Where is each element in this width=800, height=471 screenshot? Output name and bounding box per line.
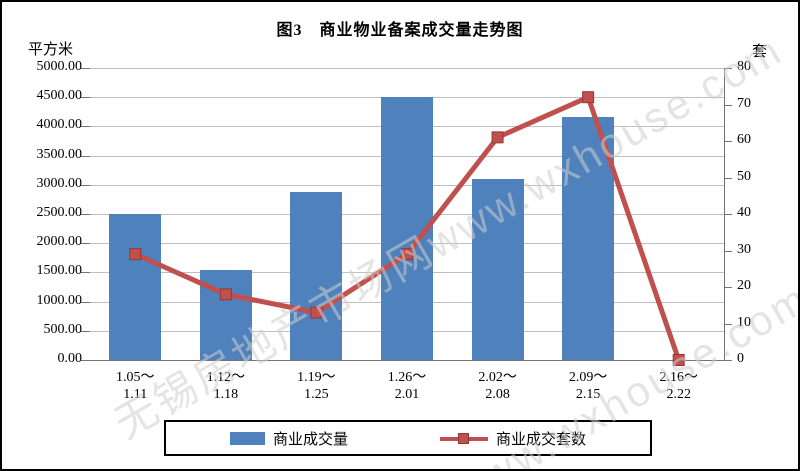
bar-column xyxy=(109,214,162,360)
left-axis-tick-label: 1500.00 xyxy=(36,263,83,279)
bar-column xyxy=(199,270,252,360)
right-axis-tick-label: 20 xyxy=(737,278,751,293)
left-axis-tick-label: 2000.00 xyxy=(36,234,83,250)
right-axis-tick xyxy=(724,360,732,361)
left-axis-tick-label: 3000.00 xyxy=(36,175,83,191)
right-axis-tick xyxy=(724,214,732,215)
right-axis-tick-label: 30 xyxy=(737,241,751,257)
left-axis-tick-label: 4500.00 xyxy=(36,88,83,104)
chart-title: 图3 商业物业备案成交量走势图 xyxy=(276,22,524,39)
x-axis-category-label: 1.26～ 2.01 xyxy=(387,370,427,402)
x-axis-line xyxy=(81,360,725,361)
left-axis-tick xyxy=(81,330,90,332)
line-marker xyxy=(491,131,504,144)
legend-item-line: 商业成交套数 xyxy=(440,428,586,449)
x-axis-category-label: 2.02～ 2.08 xyxy=(478,370,517,402)
bar-column xyxy=(381,97,433,360)
left-axis-tick xyxy=(81,97,90,99)
x-axis-category-label: 1.12～ 1.18 xyxy=(206,370,246,402)
legend-bar-swatch xyxy=(229,431,265,445)
right-axis-tick xyxy=(724,323,732,325)
legend-bar-label: 商业成交量 xyxy=(272,431,348,448)
grid-line xyxy=(90,68,724,69)
left-axis-tick xyxy=(81,243,90,245)
left-axis-tick xyxy=(81,184,90,186)
bar-column xyxy=(471,178,524,360)
left-axis-tick xyxy=(81,214,90,215)
left-axis-tick-label: 5000.00 xyxy=(36,59,83,74)
right-axis-tick xyxy=(724,141,732,142)
right-axis-tick-label: 0 xyxy=(737,351,744,366)
right-axis-tick-label: 50 xyxy=(737,168,751,184)
left-axis-tick-label: 4000.00 xyxy=(36,117,83,133)
x-axis-category-label: 2.09～ 2.15 xyxy=(568,370,608,402)
left-axis-tick-label: 500.00 xyxy=(43,321,83,337)
right-axis-tick xyxy=(724,287,732,288)
right-axis-tick xyxy=(724,104,732,106)
left-axis-tick xyxy=(81,155,90,157)
left-axis-tick xyxy=(81,301,90,303)
legend-line-marker xyxy=(458,432,469,444)
left-axis-tick-label: 1000.00 xyxy=(36,292,83,308)
left-axis-tick xyxy=(81,68,90,69)
x-axis-category-label: 1.05～ 1.11 xyxy=(116,370,155,402)
legend-line-label: 商业成交套数 xyxy=(496,431,587,448)
right-axis-tick-label: 60 xyxy=(737,132,751,147)
right-axis-tick-label: 80 xyxy=(737,59,751,74)
left-axis-tick-label: 3500.00 xyxy=(36,146,83,162)
right-axis-tick-label: 40 xyxy=(737,205,751,220)
left-axis-tick xyxy=(81,126,90,128)
x-axis-category-label: 2.16～ 2.22 xyxy=(659,370,698,402)
left-axis-tick xyxy=(81,272,90,274)
x-axis-category-label: 1.19～ 1.25 xyxy=(297,370,336,402)
bar-column xyxy=(562,117,615,360)
legend-box: 商业成交量 商业成交套数 xyxy=(164,420,652,456)
bar-column xyxy=(290,191,343,360)
right-axis-tick xyxy=(724,177,732,179)
right-axis-tick-label: 10 xyxy=(737,314,751,330)
right-axis-tick xyxy=(724,250,732,252)
right-axis-tick-label: 70 xyxy=(737,95,751,111)
left-axis-unit-label: 平方米 xyxy=(28,42,74,58)
legend-item-bar: 商业成交量 xyxy=(229,428,348,449)
left-axis-tick-label: 2500.00 xyxy=(36,205,83,220)
legend-line-swatch xyxy=(440,432,488,445)
right-axis-unit-label: 套 xyxy=(752,44,768,60)
left-axis-tick-label: 0.00 xyxy=(57,351,83,366)
right-axis-tick xyxy=(724,68,732,69)
